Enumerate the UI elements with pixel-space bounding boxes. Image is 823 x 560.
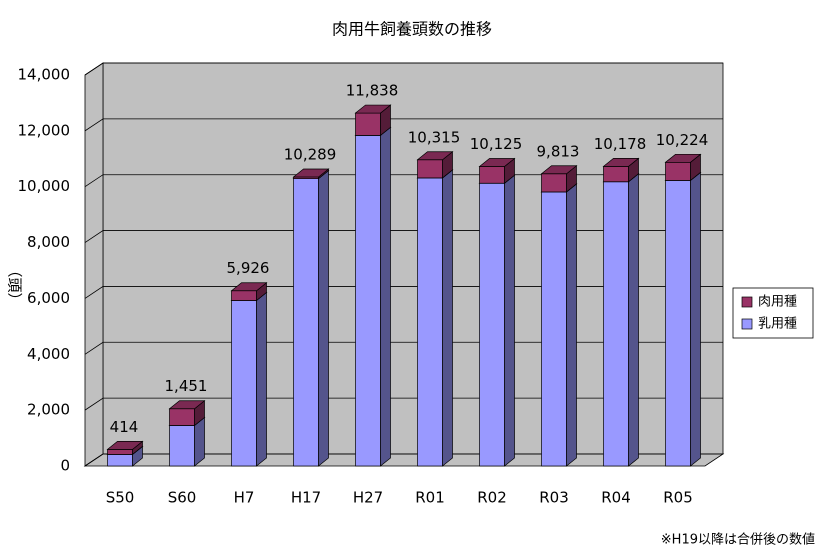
grid-line <box>84 62 723 76</box>
data-label: 11,838 <box>346 82 399 100</box>
y-axis-label: （頭） <box>6 262 24 307</box>
side-wall <box>84 62 104 467</box>
bar-top <box>602 158 640 167</box>
bar <box>479 166 505 184</box>
bar-side <box>504 174 515 467</box>
data-label: 10,125 <box>470 135 523 153</box>
bar <box>603 181 629 467</box>
bar-side <box>380 126 391 467</box>
x-tick-label: R03 <box>539 489 569 507</box>
bar <box>293 178 319 467</box>
bar-top <box>540 165 578 175</box>
bar <box>665 180 691 467</box>
x-tick-label: S50 <box>106 489 135 507</box>
data-label: 10,289 <box>284 145 337 163</box>
legend-swatch <box>741 296 753 308</box>
y-tick-label: 2,000 <box>27 401 70 419</box>
bar <box>231 300 257 467</box>
bar-side <box>628 173 639 467</box>
data-label: 10,315 <box>408 128 461 146</box>
grid-line <box>84 453 723 467</box>
bar-top <box>292 168 330 178</box>
x-tick-label: R02 <box>477 489 507 507</box>
data-label: 10,224 <box>656 131 709 149</box>
legend-label: 乳用種 <box>758 316 797 332</box>
bar <box>107 454 133 467</box>
x-tick-label: H17 <box>291 489 321 507</box>
bar <box>107 449 133 455</box>
bar <box>231 290 257 301</box>
bar-side <box>318 169 329 467</box>
grid-line <box>84 397 723 411</box>
bar <box>665 161 691 181</box>
y-tick-label: 12,000 <box>18 121 71 139</box>
bar <box>541 191 567 467</box>
bar-top <box>664 153 702 163</box>
bar-side <box>442 169 453 467</box>
y-tick-label: 4,000 <box>27 345 70 363</box>
bar <box>169 408 195 426</box>
bar <box>541 173 567 193</box>
data-label: 1,451 <box>165 377 208 395</box>
grid-line <box>84 230 723 243</box>
bar-side <box>690 171 701 467</box>
legend-label: 肉用種 <box>758 294 797 310</box>
bar-side <box>194 416 205 467</box>
chart-title: 肉用牛飼養頭数の推移 <box>332 20 492 39</box>
bar-side <box>566 183 577 467</box>
data-label: 5,926 <box>227 259 270 277</box>
bar-top <box>478 158 516 167</box>
bar <box>355 112 381 136</box>
grid-line <box>84 118 723 132</box>
bar-top <box>354 104 392 114</box>
y-tick-label: 14,000 <box>18 66 71 84</box>
data-label: 10,178 <box>594 135 647 153</box>
data-label: 9,813 <box>537 142 580 160</box>
bar-top <box>106 441 144 450</box>
bar <box>603 166 629 183</box>
bar <box>169 425 195 467</box>
grid-line <box>84 174 723 188</box>
legend-swatch <box>741 318 753 330</box>
y-tick-label: 0 <box>60 457 70 475</box>
x-tick-label: R05 <box>663 489 693 507</box>
bar <box>479 182 505 467</box>
grid-line <box>84 341 723 355</box>
legend-box <box>732 287 814 339</box>
bar-top <box>416 151 454 161</box>
note: ※H19以降は合併後の数値 <box>661 532 815 548</box>
bar <box>417 159 443 179</box>
y-tick-label: 6,000 <box>27 289 70 307</box>
grid-line <box>84 286 723 299</box>
bar-side <box>256 291 267 467</box>
bar-top <box>168 400 206 410</box>
x-tick-label: H27 <box>353 489 383 507</box>
x-tick-label: R04 <box>601 489 631 507</box>
x-tick-label: H7 <box>234 489 255 507</box>
bar-top <box>230 282 268 292</box>
x-tick-label: R01 <box>415 489 445 507</box>
x-tick-label: S60 <box>168 489 197 507</box>
y-tick-label: 10,000 <box>18 177 71 195</box>
y-tick-label: 8,000 <box>27 233 70 251</box>
bar <box>417 177 443 467</box>
data-label: 414 <box>110 418 139 436</box>
bar <box>355 135 381 467</box>
